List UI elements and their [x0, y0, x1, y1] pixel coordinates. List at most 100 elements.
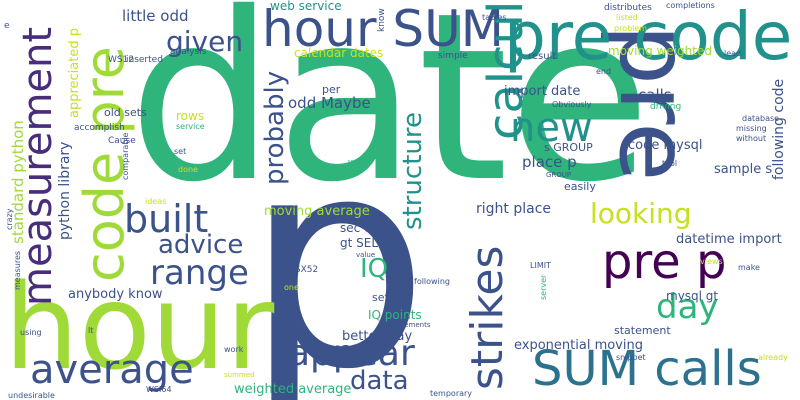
word-iq: IQ — [360, 254, 389, 284]
word-per: per — [322, 83, 341, 96]
word-exponential-moving: exponential moving — [514, 338, 643, 353]
word-limit: LIMIT — [530, 261, 551, 270]
word-set-sec: set sec — [372, 291, 411, 304]
word-service: service — [176, 122, 205, 131]
word-strikes: strikes — [462, 245, 513, 390]
word-datetime-import: datetime import — [676, 232, 782, 247]
word-moving-average: moving average — [264, 204, 370, 219]
word-code-mysql: code mysql — [628, 138, 703, 153]
word-e: e — [4, 21, 10, 31]
word-sample-s: sample s — [714, 162, 773, 177]
word-accomplish: accomplish — [74, 123, 125, 133]
word-appear: appear — [288, 333, 415, 374]
word-little-odd: little odd — [122, 7, 189, 25]
word-anybody-know: anybody know — [68, 287, 163, 302]
word-right-place: right place — [476, 201, 552, 217]
word-odd-maybe: odd Maybe — [288, 94, 371, 112]
word-make: make — [738, 263, 760, 272]
word-import-date: import date — [504, 84, 581, 99]
word-problem: problem — [614, 24, 648, 33]
word-using: using — [20, 328, 42, 337]
word-gt-select: gt SELECT — [340, 236, 402, 250]
word-views: views — [700, 257, 723, 266]
word-following-code: following code — [771, 78, 787, 180]
word-wsx52: WSX52 — [286, 265, 319, 275]
word-following: following — [414, 277, 450, 286]
word-undesirable: undesirable — [8, 391, 55, 400]
word-probably: probably — [260, 70, 290, 185]
word-place-p: place p — [522, 153, 577, 171]
word-set: set — [174, 147, 187, 156]
word-better-way: better way — [342, 329, 413, 344]
word-cause: Cause — [108, 136, 136, 146]
word-measurements: measurements — [378, 321, 431, 329]
word-python-library: python library — [57, 141, 73, 240]
word-ideas: ideas — [145, 197, 167, 206]
word-old-sets: old sets — [104, 106, 147, 119]
word-average: average — [30, 347, 194, 393]
word-simple: simple — [438, 51, 468, 61]
word-listed: listed — [616, 13, 638, 22]
word-built: built — [124, 197, 209, 241]
word-analysis: analysis — [170, 47, 207, 57]
word-temporary: temporary — [430, 389, 473, 398]
word-range: range — [150, 253, 249, 293]
word-comparable: comparable — [121, 132, 130, 180]
word-work: work — [224, 345, 244, 354]
word-obviously: Obviously — [552, 100, 592, 109]
word-data: data — [350, 366, 409, 396]
word-ws12: WS12 — [108, 55, 135, 65]
word-missing: missing — [736, 124, 767, 133]
word-advice: advice — [158, 230, 244, 260]
word-crazy: crazy — [5, 208, 14, 230]
word-calendar-dates: calendar dates — [294, 46, 384, 60]
word-looking: looking — [590, 197, 692, 230]
word-weighted-average: weighted average — [234, 382, 352, 397]
word-already: already — [758, 353, 788, 362]
word-lead: lead — [724, 49, 742, 58]
word-pre-code: pre code — [504, 0, 793, 75]
word-group: GROUP — [546, 171, 572, 179]
word-statement: statement — [614, 324, 671, 337]
word-completions: completions — [666, 1, 715, 10]
word-tool: tool — [662, 159, 678, 168]
word-sum-calls: SUM calls — [532, 341, 762, 397]
word-driving: driving — [650, 102, 682, 112]
word-pre-p: pre p — [602, 234, 727, 290]
word-snippet: snippet — [616, 353, 646, 362]
word-new: new — [510, 105, 593, 151]
word-appreciated-p: appreciated p — [67, 28, 82, 118]
word-tables: tables — [482, 13, 507, 22]
word-measures: measures — [13, 250, 22, 290]
word-summed: summed — [224, 371, 255, 379]
word-sec-code: sec code — [340, 221, 393, 235]
word-wsi64: WSI64 — [146, 385, 172, 394]
word-end: end — [596, 67, 612, 76]
word-mysql-gt: mysql gt — [666, 289, 719, 303]
word-one: one — [284, 283, 299, 292]
word-easily: easily — [564, 180, 596, 193]
word-server: server — [539, 274, 548, 300]
word-day: day — [656, 287, 719, 327]
word-iq-points: IQ points — [368, 308, 422, 322]
word-structure: structure — [398, 112, 428, 230]
word-moving-weighted: moving weighted — [608, 44, 712, 58]
word-know: know — [377, 8, 387, 32]
word-rows: rows — [176, 109, 205, 123]
word-given: given — [166, 25, 244, 58]
word-database: database — [742, 114, 780, 123]
word-hour: hour — [4, 258, 275, 396]
word-value: value — [356, 251, 376, 259]
word-calls: calls — [638, 86, 672, 104]
word-result: result — [528, 51, 557, 62]
word-p: p — [245, 96, 430, 400]
word-date: date — [128, 0, 652, 233]
word-without: without — [736, 134, 767, 143]
word-distributes: distributes — [604, 3, 652, 13]
word-web-service: web service — [270, 0, 342, 13]
word-inserted: inserted — [126, 55, 163, 65]
word-ws04: WS04 — [348, 159, 372, 168]
word-lt: lt — [88, 326, 94, 335]
word-done: done — [178, 165, 198, 174]
